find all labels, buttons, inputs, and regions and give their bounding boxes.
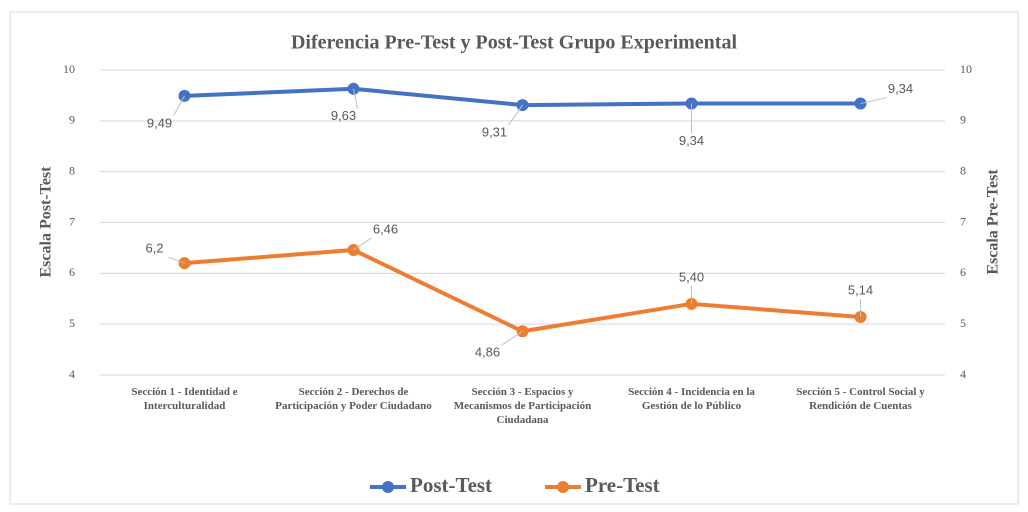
x-tick-label: Sección 3 - Espacios y Mecanismos de Par… <box>453 386 592 426</box>
data-label: 9,34 <box>679 133 704 148</box>
y-axis-title: Escala Post-Test <box>38 166 55 278</box>
x-tick-label: Sección 5 - Control Social y Rendición d… <box>796 386 925 412</box>
leader-line <box>508 104 523 126</box>
y2-tick-label: 7 <box>960 214 966 228</box>
y2-tick-label: 5 <box>960 316 966 330</box>
leader-line <box>501 330 523 346</box>
y2-tick-label: 8 <box>960 163 966 177</box>
data-label: 4,86 <box>475 345 500 360</box>
data-label: 5,40 <box>679 269 704 284</box>
y-tick-label: 10 <box>63 62 75 76</box>
legend-marker <box>557 481 569 493</box>
leader-line <box>173 95 185 117</box>
y2-tick-label: 9 <box>960 113 966 127</box>
leader-line <box>168 256 185 264</box>
y-tick-label: 7 <box>69 214 75 228</box>
legend-label: Pre-Test <box>585 473 660 497</box>
y-tick-label: 5 <box>69 316 75 330</box>
data-label: 6,2 <box>145 241 163 256</box>
y2-tick-label: 6 <box>960 265 966 279</box>
legend-marker <box>382 481 394 493</box>
data-label: 6,46 <box>373 221 398 236</box>
y-tick-label: 4 <box>69 367 75 381</box>
data-label: 9,63 <box>331 108 356 123</box>
data-label: 9,31 <box>482 125 507 140</box>
x-tick-label: Sección 4 - Incidencia en la Gestión de … <box>628 386 755 412</box>
y2-axis-title: Escala Pre-Test <box>985 169 1002 275</box>
data-label: 9,34 <box>888 81 913 96</box>
y-tick-label: 6 <box>69 265 75 279</box>
x-tick-label: Sección 2 - Derechos de Participación y … <box>275 386 432 412</box>
chart-border <box>9 11 1019 505</box>
y2-tick-label: 4 <box>960 367 966 381</box>
leader-line <box>353 88 358 109</box>
data-label: 5,14 <box>848 282 873 297</box>
leader-line <box>860 97 887 105</box>
chart-title: Diferencia Pre-Test y Post-Test Grupo Ex… <box>291 32 737 54</box>
y-tick-label: 9 <box>69 113 75 127</box>
data-label: 9,49 <box>147 115 172 130</box>
y2-tick-label: 10 <box>960 62 972 76</box>
x-tick-label: Sección 1 - Identidad e Interculturalida… <box>131 386 238 412</box>
y-tick-label: 8 <box>69 163 75 177</box>
leader-line <box>353 237 372 251</box>
legend-label: Post-Test <box>410 473 492 497</box>
